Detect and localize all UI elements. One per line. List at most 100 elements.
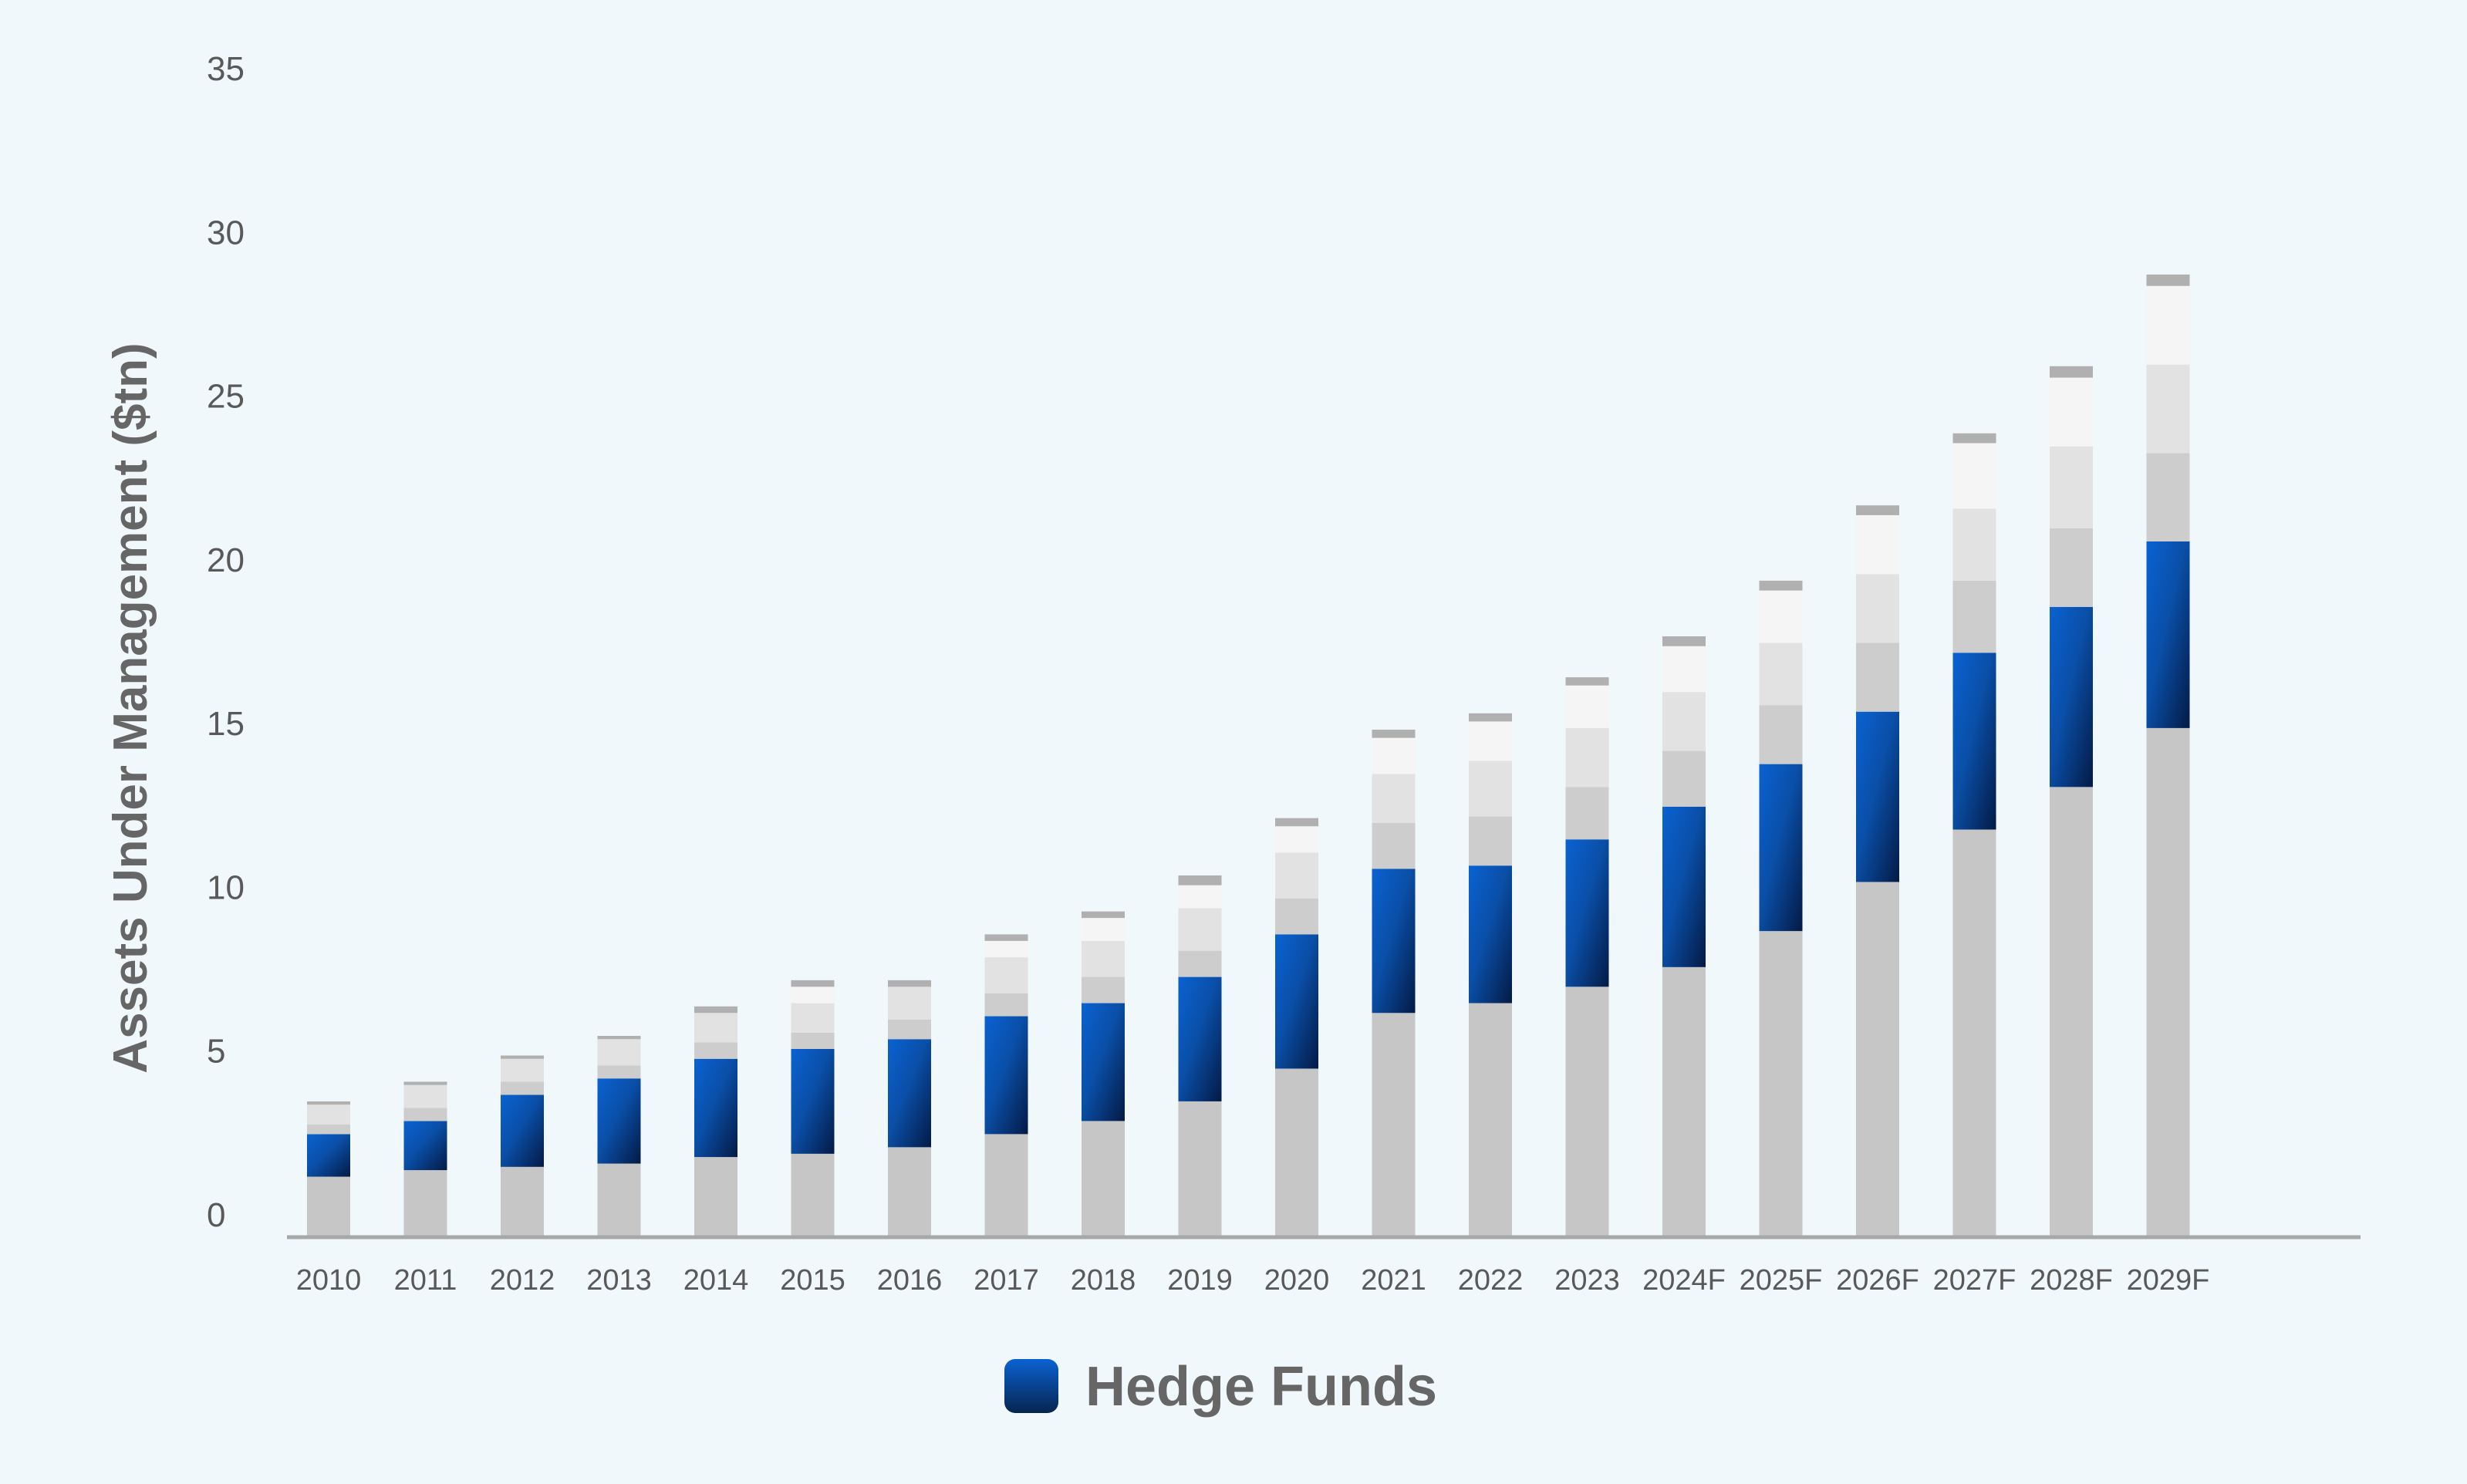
x-tick-label: 2013 bbox=[586, 1264, 652, 1297]
bar-stack-2012 bbox=[501, 1055, 544, 1236]
y-tick-label: 20 bbox=[207, 541, 245, 579]
bar-segment-hedge-funds bbox=[888, 1039, 931, 1148]
bar-stack-2021 bbox=[1372, 730, 1416, 1236]
bar-segment-other-5 bbox=[1856, 505, 1899, 515]
bars-group bbox=[307, 274, 2190, 1236]
bar-segment-other-4 bbox=[1856, 514, 1899, 575]
bar-segment-other-3 bbox=[1178, 908, 1222, 951]
bar-segment-other-5 bbox=[1952, 433, 1996, 444]
bar-segment-other-2 bbox=[1178, 950, 1222, 977]
bar-segment-other-2 bbox=[984, 993, 1028, 1017]
bar-segment-other-1 bbox=[1565, 987, 1609, 1236]
legend: Hedge Funds bbox=[1004, 1356, 1437, 1418]
bar-segment-other-2 bbox=[597, 1065, 641, 1079]
bar-segment-other-3 bbox=[501, 1058, 544, 1082]
bar-segment-other-1 bbox=[984, 1134, 1028, 1236]
bar-segment-other-2 bbox=[1759, 705, 1803, 764]
bar-segment-other-4 bbox=[1082, 918, 1125, 941]
bar-segment-other-3 bbox=[2146, 364, 2190, 454]
bar-segment-hedge-funds bbox=[791, 1048, 835, 1154]
bar-segment-hedge-funds bbox=[307, 1134, 350, 1177]
bar-segment-other-4 bbox=[1178, 885, 1222, 909]
bar-segment-hedge-funds bbox=[2146, 541, 2190, 728]
bar-stack-2015 bbox=[791, 980, 835, 1236]
bar-segment-other-1 bbox=[1372, 1013, 1416, 1236]
bar-segment-other-5 bbox=[888, 980, 931, 987]
x-tick-label: 2016 bbox=[877, 1264, 943, 1297]
bar-segment-other-2 bbox=[1952, 580, 1996, 653]
x-tick-label: 2024F bbox=[1642, 1264, 1726, 1297]
y-axis-ticks: 0 5 10 15 20 25 30 35 bbox=[207, 50, 245, 1234]
x-tick-label: 2021 bbox=[1361, 1264, 1426, 1297]
bar-segment-other-2 bbox=[1275, 898, 1318, 935]
bar-segment-other-4 bbox=[984, 940, 1028, 958]
bar-segment-other-5 bbox=[1565, 677, 1609, 686]
bar-segment-hedge-funds bbox=[1759, 764, 1803, 932]
bar-segment-other-3 bbox=[1759, 643, 1803, 706]
bar-segment-other-5 bbox=[694, 1006, 737, 1014]
y-tick-label: 30 bbox=[207, 214, 245, 251]
bar-segment-hedge-funds bbox=[1952, 653, 1996, 830]
x-tick-label: 2028F bbox=[2030, 1264, 2113, 1297]
bar-segment-other-5 bbox=[597, 1036, 641, 1040]
x-tick-label: 2011 bbox=[394, 1264, 457, 1297]
bar-segment-hedge-funds bbox=[1178, 976, 1222, 1101]
bar-segment-other-1 bbox=[1178, 1101, 1222, 1236]
bar-segment-other-2 bbox=[1372, 823, 1416, 869]
bar-segment-other-5 bbox=[2146, 274, 2190, 286]
x-tick-label: 2020 bbox=[1264, 1264, 1330, 1297]
bar-segment-hedge-funds bbox=[2050, 606, 2093, 788]
bar-stack-2024F bbox=[1662, 636, 1706, 1236]
bar-segment-hedge-funds bbox=[1856, 711, 1899, 882]
bar-segment-other-1 bbox=[1469, 1003, 1512, 1236]
x-axis-ticks: 2010 2011 2012 2013 2014 2015 2016 2017 2018 2019… bbox=[296, 1264, 2210, 1297]
bar-segment-other-2 bbox=[403, 1108, 447, 1121]
bar-segment-other-3 bbox=[1469, 761, 1512, 817]
bar-segment-other-2 bbox=[307, 1124, 350, 1135]
bar-stack-2023 bbox=[1565, 677, 1609, 1236]
bar-segment-other-4 bbox=[791, 987, 835, 1003]
y-tick-label: 5 bbox=[207, 1033, 225, 1071]
bar-segment-other-1 bbox=[501, 1166, 544, 1236]
bar-stack-2028F bbox=[2050, 366, 2093, 1236]
bar-segment-other-3 bbox=[984, 957, 1028, 993]
bar-segment-hedge-funds bbox=[984, 1016, 1028, 1135]
bar-segment-other-3 bbox=[597, 1039, 641, 1066]
bar-segment-other-2 bbox=[1469, 816, 1512, 866]
bar-segment-other-1 bbox=[694, 1157, 737, 1236]
bar-segment-other-5 bbox=[1662, 636, 1706, 646]
bar-segment-other-3 bbox=[1275, 852, 1318, 899]
bar-segment-hedge-funds bbox=[501, 1094, 544, 1167]
bar-segment-other-2 bbox=[1565, 787, 1609, 840]
bar-segment-other-1 bbox=[2050, 787, 2093, 1236]
bar-segment-other-3 bbox=[694, 1013, 737, 1043]
bar-stack-2011 bbox=[403, 1081, 447, 1236]
x-tick-label: 2010 bbox=[296, 1264, 362, 1297]
bar-segment-other-1 bbox=[403, 1170, 447, 1236]
bar-segment-other-5 bbox=[1759, 580, 1803, 591]
y-tick-label: 0 bbox=[207, 1196, 225, 1234]
bar-segment-other-1 bbox=[1662, 966, 1706, 1236]
bar-segment-other-2 bbox=[501, 1081, 544, 1095]
x-tick-label: 2027F bbox=[1933, 1264, 2016, 1297]
x-tick-label: 2014 bbox=[683, 1264, 749, 1297]
x-tick-label: 2017 bbox=[974, 1264, 1039, 1297]
x-tick-label: 2025F bbox=[1740, 1264, 1823, 1297]
bar-segment-other-5 bbox=[403, 1081, 447, 1085]
x-tick-label: 2026F bbox=[1836, 1264, 1919, 1297]
x-tick-label: 2023 bbox=[1554, 1264, 1620, 1297]
bar-stack-2017 bbox=[984, 934, 1028, 1236]
y-tick-label: 15 bbox=[207, 705, 245, 743]
bar-segment-other-4 bbox=[1565, 685, 1609, 728]
bar-segment-hedge-funds bbox=[1372, 868, 1416, 1014]
bar-segment-other-2 bbox=[2146, 453, 2190, 541]
bar-segment-other-4 bbox=[1275, 826, 1318, 853]
bar-segment-other-3 bbox=[307, 1105, 350, 1125]
bar-segment-other-5 bbox=[1178, 875, 1222, 885]
bar-stack-2018 bbox=[1082, 911, 1125, 1236]
bar-segment-other-2 bbox=[2050, 528, 2093, 607]
bar-segment-hedge-funds bbox=[1082, 1003, 1125, 1121]
bar-segment-other-1 bbox=[1759, 931, 1803, 1236]
bar-segment-hedge-funds bbox=[597, 1078, 641, 1164]
